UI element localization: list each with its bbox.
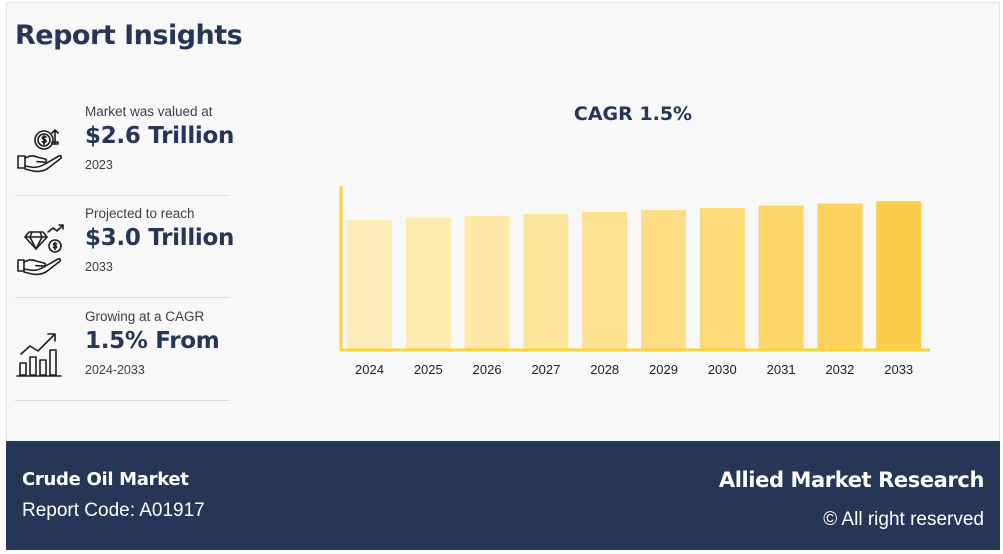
x-tick-label: 2030 [708, 362, 737, 377]
stat-value: $2.6 Trillion [85, 123, 235, 149]
stat-projected-value: Projected to reach $3.0 Trillion 2033 [15, 198, 234, 298]
stat-label: Market was valued at [85, 104, 213, 119]
stat-year: 2023 [85, 158, 113, 172]
stat-market-value: Market was valued at $2.6 Trillion 2023 [15, 96, 234, 196]
bar-2031 [758, 205, 804, 350]
x-tick-label: 2025 [414, 362, 443, 377]
x-tick-label: 2029 [649, 362, 678, 377]
stat-label: Projected to reach [85, 206, 195, 221]
bar-2033 [876, 201, 922, 350]
stat-year: 2024-2033 [85, 363, 145, 377]
bar-2032 [817, 203, 863, 350]
x-tick-label: 2027 [531, 362, 560, 377]
bar-2026 [464, 215, 510, 350]
stat-cagr: Growing at a CAGR 1.5% From 2024-2033 [15, 301, 229, 401]
x-tick-label: 2026 [473, 362, 502, 377]
bar-2028 [582, 212, 628, 350]
brand-name: Allied Market Research [718, 468, 985, 492]
copyright-text: © All right reserved [823, 509, 984, 530]
bar-2030 [699, 208, 745, 350]
stat-value: $3.0 Trillion [85, 225, 235, 251]
x-tick-label: 2028 [590, 362, 619, 377]
chart-title: CAGR 1.5% [573, 103, 693, 125]
bar-2029 [641, 210, 686, 350]
stat-year: 2033 [85, 260, 113, 274]
market-name: Crude Oil Market [22, 469, 189, 490]
page-title: Report Insights [15, 20, 243, 51]
money-hand-icon [17, 129, 63, 173]
x-tick-label: 2024 [355, 362, 384, 377]
footer: Crude Oil Market Report Code: A01917 All… [6, 441, 1000, 550]
stat-value: 1.5% From [85, 328, 220, 354]
bar-chart: 2024 2025 2026 2027 2028 2029 2030 2031 2032 2033 [339, 186, 930, 377]
bar-2027 [523, 214, 569, 350]
diamond-hand-icon [17, 224, 64, 276]
growth-chart-icon [16, 333, 62, 377]
x-tick-label: 2031 [767, 362, 796, 377]
x-tick-label: 2033 [884, 362, 913, 377]
bar-2025 [405, 217, 451, 350]
report-code: Report Code: A01917 [22, 500, 205, 521]
bar-2024 [347, 219, 392, 350]
stat-label: Growing at a CAGR [85, 309, 205, 324]
x-tick-label: 2032 [825, 362, 854, 377]
